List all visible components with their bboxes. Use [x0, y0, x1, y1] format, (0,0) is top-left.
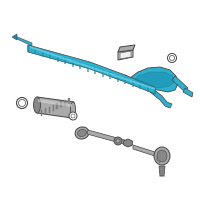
Polygon shape: [38, 99, 72, 107]
Polygon shape: [57, 55, 59, 62]
Polygon shape: [53, 105, 54, 111]
Polygon shape: [139, 82, 141, 89]
Ellipse shape: [75, 127, 89, 139]
Polygon shape: [172, 76, 188, 92]
Ellipse shape: [18, 99, 26, 106]
Polygon shape: [102, 70, 104, 77]
Polygon shape: [147, 85, 149, 92]
Polygon shape: [120, 51, 131, 59]
Ellipse shape: [69, 112, 77, 120]
Polygon shape: [159, 166, 165, 176]
Polygon shape: [125, 67, 178, 92]
Ellipse shape: [34, 97, 40, 113]
Polygon shape: [41, 110, 42, 116]
Polygon shape: [87, 130, 132, 146]
Polygon shape: [37, 97, 74, 118]
Polygon shape: [34, 47, 36, 54]
Polygon shape: [109, 72, 111, 79]
Polygon shape: [42, 50, 44, 57]
Polygon shape: [118, 45, 135, 52]
Polygon shape: [27, 45, 29, 52]
Polygon shape: [72, 60, 74, 67]
Polygon shape: [68, 98, 70, 104]
Polygon shape: [12, 34, 17, 40]
Polygon shape: [150, 88, 172, 108]
Polygon shape: [45, 108, 46, 114]
Polygon shape: [15, 36, 32, 46]
Polygon shape: [124, 139, 132, 147]
Polygon shape: [56, 103, 58, 109]
Ellipse shape: [71, 114, 75, 118]
Polygon shape: [64, 57, 66, 64]
Polygon shape: [124, 77, 126, 84]
Ellipse shape: [16, 98, 28, 108]
Polygon shape: [30, 46, 155, 90]
Polygon shape: [135, 72, 174, 88]
Polygon shape: [94, 67, 96, 74]
Polygon shape: [60, 101, 62, 107]
Polygon shape: [49, 52, 51, 59]
Polygon shape: [87, 65, 89, 72]
Polygon shape: [28, 45, 155, 94]
Ellipse shape: [168, 53, 177, 62]
Polygon shape: [79, 62, 81, 69]
Polygon shape: [132, 80, 134, 87]
Polygon shape: [49, 107, 50, 113]
Polygon shape: [117, 75, 119, 82]
Ellipse shape: [154, 147, 170, 165]
Ellipse shape: [157, 150, 167, 162]
Ellipse shape: [116, 139, 120, 143]
Polygon shape: [183, 88, 193, 97]
Polygon shape: [118, 50, 133, 60]
Ellipse shape: [70, 102, 76, 118]
Polygon shape: [133, 145, 158, 157]
Polygon shape: [64, 100, 66, 106]
Polygon shape: [154, 87, 156, 94]
Ellipse shape: [114, 137, 122, 145]
Ellipse shape: [170, 55, 174, 60]
Ellipse shape: [78, 129, 86, 137]
